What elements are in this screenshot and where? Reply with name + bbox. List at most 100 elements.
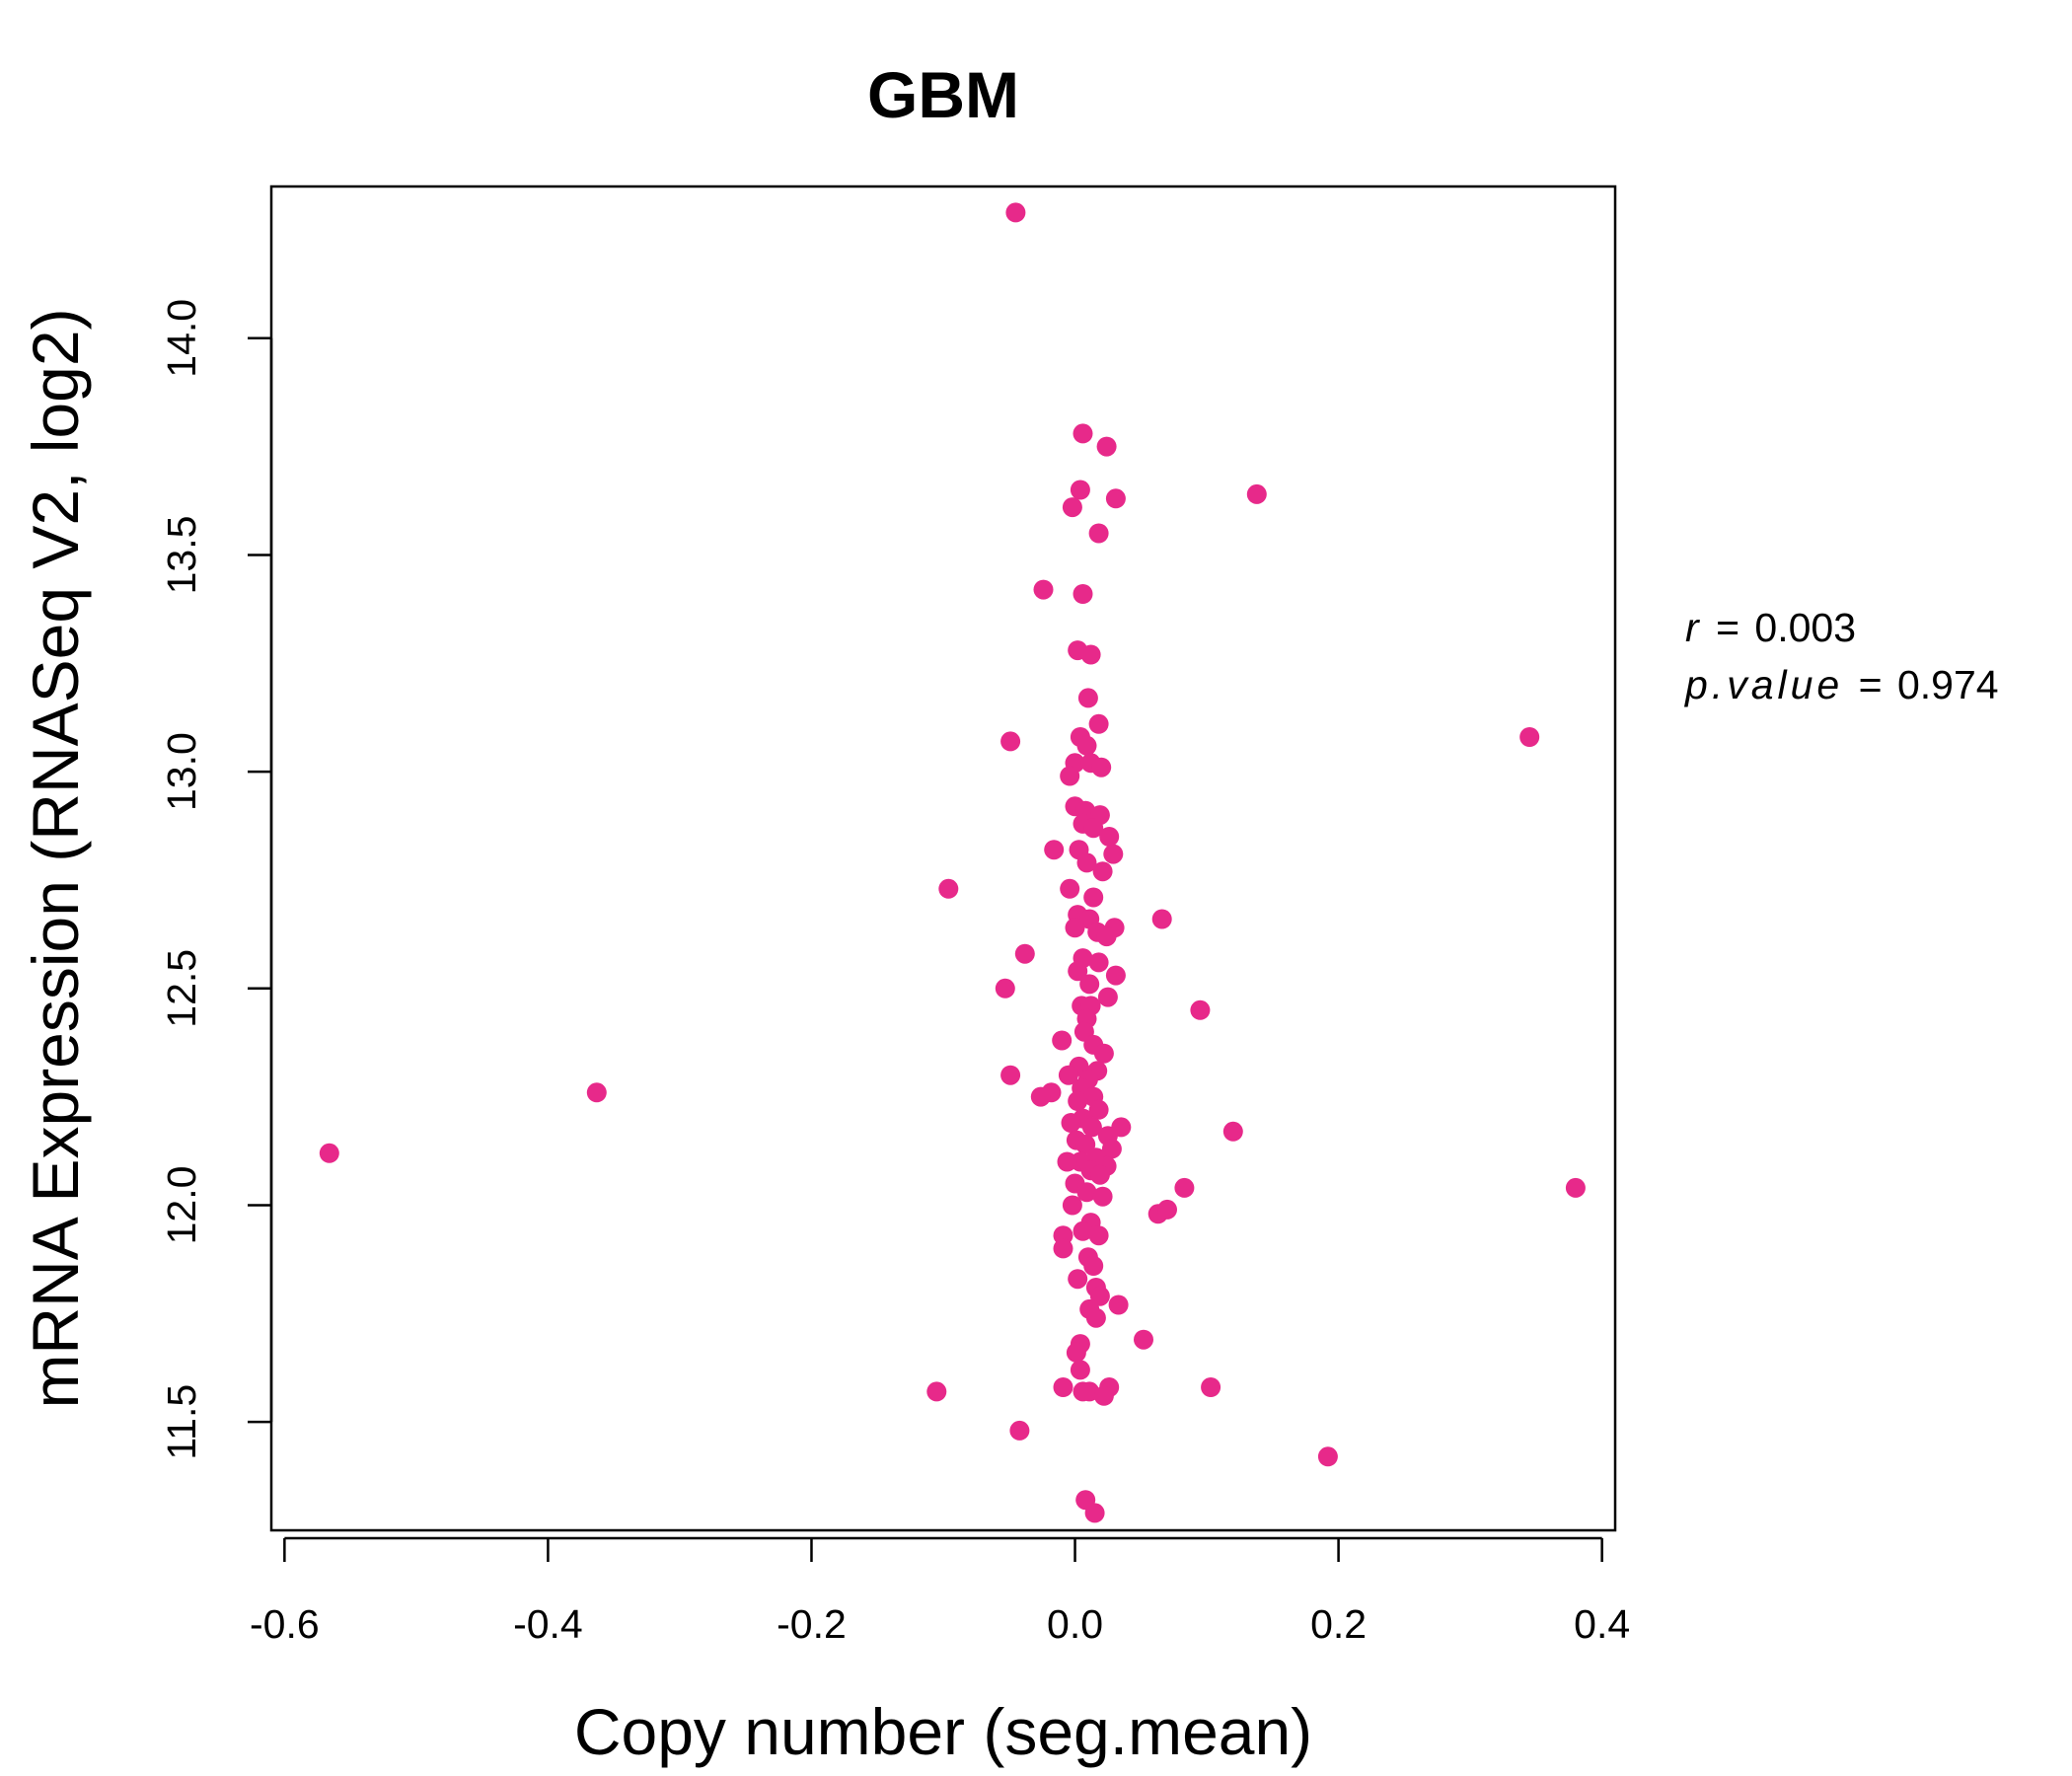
- chart-title: GBM: [867, 58, 1019, 131]
- data-point: [1565, 1177, 1586, 1198]
- x-tick-label: 0.2: [1310, 1601, 1367, 1647]
- data-point: [1088, 713, 1109, 734]
- data-point: [1060, 766, 1080, 786]
- data-point: [1099, 827, 1120, 847]
- x-tick-label: -0.2: [777, 1601, 847, 1647]
- data-point: [1000, 731, 1021, 752]
- x-axis: -0.6 -0.4 -0.2 0.0 0.2 0.4: [250, 1536, 1630, 1647]
- data-point: [1000, 1065, 1021, 1085]
- data-point: [1088, 952, 1109, 973]
- plot-area-frame: [269, 185, 1617, 1532]
- data-point: [1053, 1238, 1073, 1259]
- data-point: [1174, 1177, 1195, 1198]
- x-tick-label: 0.4: [1574, 1601, 1630, 1647]
- data-point: [1068, 1091, 1088, 1111]
- x-tick-label: 0.0: [1047, 1601, 1103, 1647]
- data-point: [1070, 1360, 1090, 1380]
- data-point: [1317, 1446, 1338, 1467]
- data-point: [1222, 1121, 1243, 1142]
- data-point: [319, 1143, 339, 1163]
- data-point: [1105, 488, 1126, 509]
- data-point: [1066, 1342, 1086, 1363]
- data-point: [1096, 436, 1117, 457]
- y-tick-label: 11.5: [159, 1384, 204, 1460]
- data-point: [1096, 926, 1117, 947]
- data-point: [1068, 1269, 1088, 1290]
- data-point: [1076, 852, 1097, 873]
- data-point: [926, 1381, 947, 1402]
- y-tick-label: 13.0: [159, 732, 204, 811]
- y-tick-label: 12.0: [159, 1166, 204, 1245]
- data-point: [1246, 483, 1267, 504]
- data-point: [1073, 584, 1093, 604]
- data-point: [1014, 943, 1035, 964]
- data-point: [1088, 1099, 1109, 1120]
- data-point: [1103, 844, 1124, 864]
- data-point: [1088, 1225, 1109, 1246]
- data-point: [1077, 688, 1098, 708]
- data-point: [1101, 1139, 1122, 1159]
- data-point: [1061, 1113, 1081, 1133]
- data-point: [1091, 757, 1112, 777]
- data-point: [1097, 987, 1118, 1007]
- data-point: [1092, 1186, 1113, 1207]
- data-point: [995, 978, 1015, 999]
- data-point: [1083, 818, 1104, 839]
- y-axis-label: mRNA Expression (RNASeq V2, log2): [19, 308, 92, 1408]
- data-point: [1081, 1117, 1102, 1138]
- data-point: [1083, 1256, 1104, 1276]
- data-point: [1065, 918, 1085, 938]
- data-point: [1057, 1151, 1077, 1172]
- data-point: [1519, 727, 1540, 747]
- data-point: [1084, 1503, 1105, 1523]
- r-equals: =: [1716, 605, 1739, 650]
- data-point: [1108, 1295, 1129, 1315]
- data-point: [1105, 965, 1126, 986]
- data-point: [1073, 1221, 1093, 1241]
- data-point: [1151, 909, 1172, 929]
- data-point: [1030, 1086, 1051, 1107]
- data-point: [1076, 1182, 1097, 1203]
- correlation-stat: r = 0.003: [1685, 605, 1856, 650]
- data-point: [586, 1082, 607, 1103]
- y-tick-label: 14.0: [159, 299, 204, 378]
- data-point: [1060, 878, 1080, 899]
- data-point: [1068, 961, 1088, 982]
- data-point: [1085, 1307, 1106, 1328]
- data-point: [1005, 202, 1026, 223]
- p-equals: =: [1859, 662, 1883, 707]
- data-point: [1053, 1377, 1073, 1397]
- x-axis-label: Copy number (seg.mean): [574, 1695, 1312, 1768]
- x-tick-label: -0.6: [250, 1601, 320, 1647]
- data-point: [1157, 1199, 1177, 1220]
- p-symbol: p.value: [1683, 662, 1843, 707]
- y-axis: 11.5 12.0 12.5 13.0 13.5 14.0: [159, 299, 273, 1460]
- data-point: [938, 878, 959, 899]
- data-point: [1093, 1385, 1114, 1406]
- data-point: [1070, 480, 1090, 500]
- data-point: [1134, 1329, 1153, 1350]
- data-point: [1062, 1195, 1082, 1216]
- data-point: [1052, 1030, 1073, 1051]
- data-point: [1092, 861, 1113, 882]
- data-point: [1079, 974, 1100, 995]
- data-point: [1033, 579, 1054, 600]
- data-point: [1073, 423, 1093, 444]
- data-point: [1009, 1420, 1030, 1441]
- p-value-stat: p.value = 0.974: [1683, 662, 1999, 707]
- data-point: [1190, 999, 1211, 1020]
- data-point: [1062, 497, 1082, 518]
- data-point: [1083, 887, 1104, 908]
- y-tick-label: 13.5: [159, 516, 204, 595]
- r-value: 0.003: [1754, 605, 1856, 650]
- data-point: [1088, 523, 1109, 544]
- data-point: [1080, 644, 1101, 665]
- data-point: [1089, 1164, 1110, 1185]
- x-tick-label: -0.4: [513, 1601, 583, 1647]
- data-point: [1058, 1065, 1078, 1085]
- data-points: [319, 202, 1586, 1523]
- data-point: [1076, 735, 1097, 756]
- data-point: [1044, 840, 1065, 860]
- data-point: [1201, 1377, 1221, 1397]
